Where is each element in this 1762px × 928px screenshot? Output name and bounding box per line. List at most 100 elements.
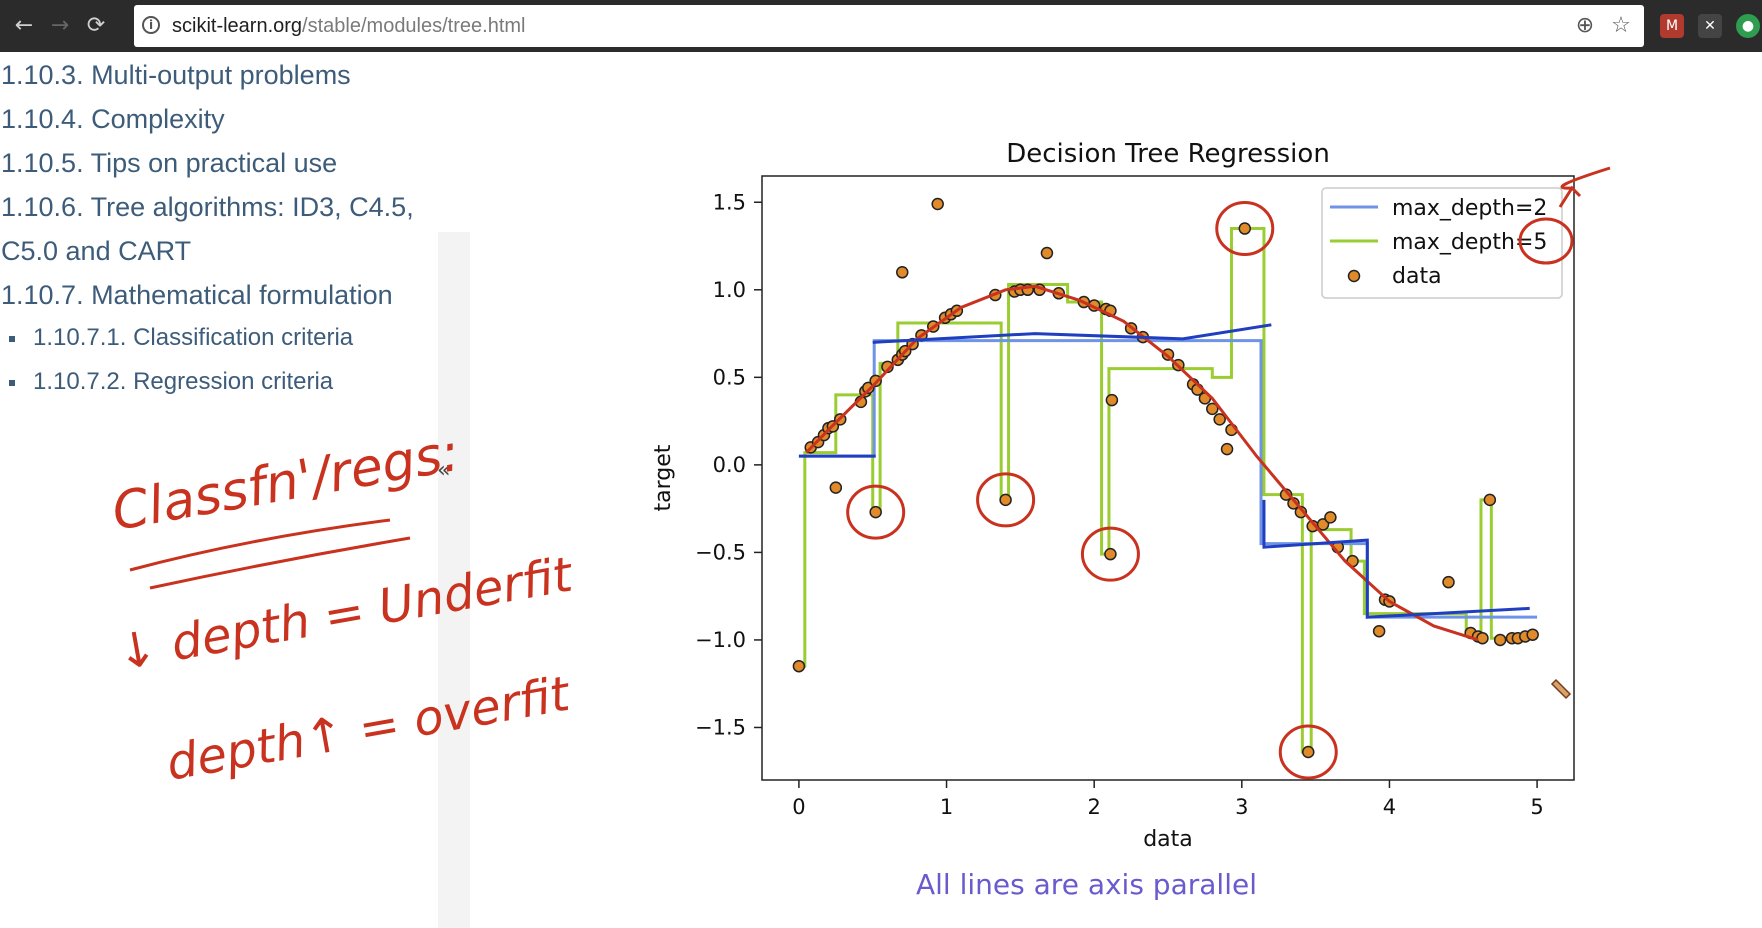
url-text[interactable]: scikit-learn.org/stable/modules/tree.htm… [172, 15, 525, 38]
data-point [804, 441, 817, 454]
x-tick-label: 0 [792, 795, 805, 819]
data-point [1225, 423, 1238, 437]
caption-text: All lines are axis parallel [916, 868, 1257, 901]
data-point [896, 348, 909, 361]
address-bar[interactable]: i scikit-learn.org/stable/modules/tree.h… [134, 5, 1644, 47]
data-point [1331, 540, 1345, 554]
data-point [1378, 593, 1392, 606]
plot-frame [761, 175, 1575, 781]
toc-link-regression-criteria[interactable]: 1.10.7.2. Regression criteria [33, 368, 334, 395]
data-point [1014, 283, 1027, 297]
info-icon[interactable]: i [142, 16, 160, 34]
data-point [826, 420, 840, 433]
toc-link-multi-output[interactable]: 1.10.3. Multi-output problems [1, 60, 351, 90]
ink-circle [976, 472, 1036, 528]
data-point [1383, 595, 1396, 608]
data-point [1172, 358, 1185, 372]
hand-drawn-fit-curve [805, 284, 1479, 642]
handwritten-overfit-note: depth↑ = overfit [162, 666, 575, 792]
y-tick-label: 1.5 [713, 190, 746, 214]
reload-button[interactable]: ⟳ [86, 13, 106, 38]
data-point [999, 493, 1012, 507]
url-host: scikit-learn.org [172, 15, 303, 37]
data-point [1306, 519, 1319, 533]
data-point [1287, 497, 1300, 510]
close-extension-icon[interactable]: ✕ [1698, 14, 1722, 38]
data-point [989, 288, 1002, 302]
handwritten-underline [129, 518, 411, 590]
green-extension-icon[interactable]: ● [1736, 14, 1760, 38]
x-tick-label: 1 [940, 795, 953, 819]
data-point [927, 320, 940, 333]
legend-label: max_depth=2 [1392, 196, 1547, 221]
toc-link-classification-criteria[interactable]: 1.10.7.1. Classification criteria [33, 324, 354, 351]
data-point [1505, 631, 1519, 645]
data-point [1136, 330, 1150, 344]
data-point [859, 385, 872, 398]
toc-link-tips[interactable]: 1.10.5. Tips on practical use [1, 148, 338, 178]
x-tick-label: 2 [1087, 795, 1100, 819]
data-point [1238, 222, 1252, 235]
data-point [1021, 283, 1034, 297]
data-point [1099, 302, 1113, 316]
data-point [1105, 393, 1119, 407]
data-point [1198, 392, 1212, 405]
back-button[interactable]: ← [14, 13, 34, 38]
data-point [1104, 304, 1117, 318]
sidebar-scroll-strip[interactable] [438, 232, 470, 928]
data-point [1316, 518, 1330, 531]
data-point [906, 337, 919, 351]
x-tick-label: 3 [1235, 795, 1248, 819]
pencil-cursor-icon [1550, 678, 1572, 700]
data-point [1476, 631, 1489, 645]
data-point [1213, 413, 1226, 426]
data-point [1191, 383, 1204, 396]
ink-circle [846, 484, 906, 540]
zoom-icon[interactable]: ⊕ [1575, 13, 1595, 38]
x-tick-label: 5 [1530, 795, 1543, 819]
data-point [1008, 285, 1021, 298]
legend-label: data [1392, 264, 1442, 289]
data-point [1294, 505, 1308, 519]
ink-circle [1080, 526, 1140, 582]
data-point [1124, 322, 1138, 335]
ink-arrow [1558, 166, 1611, 208]
data-point [1519, 630, 1532, 643]
toc-link-tree-algorithms-cont[interactable]: C5.0 and CART [1, 236, 192, 266]
data-point [1324, 511, 1337, 524]
data-point [1033, 283, 1046, 297]
star-icon[interactable]: ☆ [1611, 13, 1631, 38]
data-point [1220, 442, 1234, 456]
data-point [1526, 628, 1539, 641]
collapse-sidebar-button[interactable]: « [437, 458, 451, 483]
toc-link-tree-algorithms[interactable]: 1.10.6. Tree algorithms: ID3, C4.5, [1, 192, 414, 222]
y-tick-label: −1.0 [695, 628, 746, 652]
handwritten-classification-note: Classfn'/regs: [108, 423, 464, 543]
forward-button[interactable]: → [50, 13, 70, 38]
gmail-icon[interactable]: M [1660, 14, 1684, 38]
data-point [881, 360, 894, 374]
data-point [869, 505, 882, 519]
handwritten-underfit-note: ↓ depth = Underfit [112, 546, 578, 682]
data-point [869, 374, 882, 388]
y-tick-label: −1.5 [695, 715, 746, 739]
ink-blue-step [872, 323, 1272, 344]
data-point [950, 304, 964, 318]
data-point [891, 353, 905, 367]
bullet-icon [9, 336, 15, 342]
data-point [1077, 295, 1091, 309]
y-tick-label: 0.5 [713, 365, 746, 389]
x-axis-label: data [1143, 827, 1193, 852]
data-point [822, 421, 835, 435]
browser-toolbar: ← → ⟳ i scikit-learn.org/stable/modules/… [0, 0, 1762, 52]
y-axis-label: target [651, 444, 676, 511]
toc-link-math-formulation[interactable]: 1.10.7. Mathematical formulation [1, 280, 393, 310]
data-point [1040, 246, 1054, 260]
data-point [1372, 624, 1386, 638]
data-point [915, 329, 928, 342]
legend-box [1321, 187, 1563, 299]
series-line-max-depth-2 [798, 339, 1538, 619]
data-point [1483, 493, 1497, 507]
toc-link-complexity[interactable]: 1.10.4. Complexity [1, 104, 225, 134]
data-point [938, 311, 952, 325]
